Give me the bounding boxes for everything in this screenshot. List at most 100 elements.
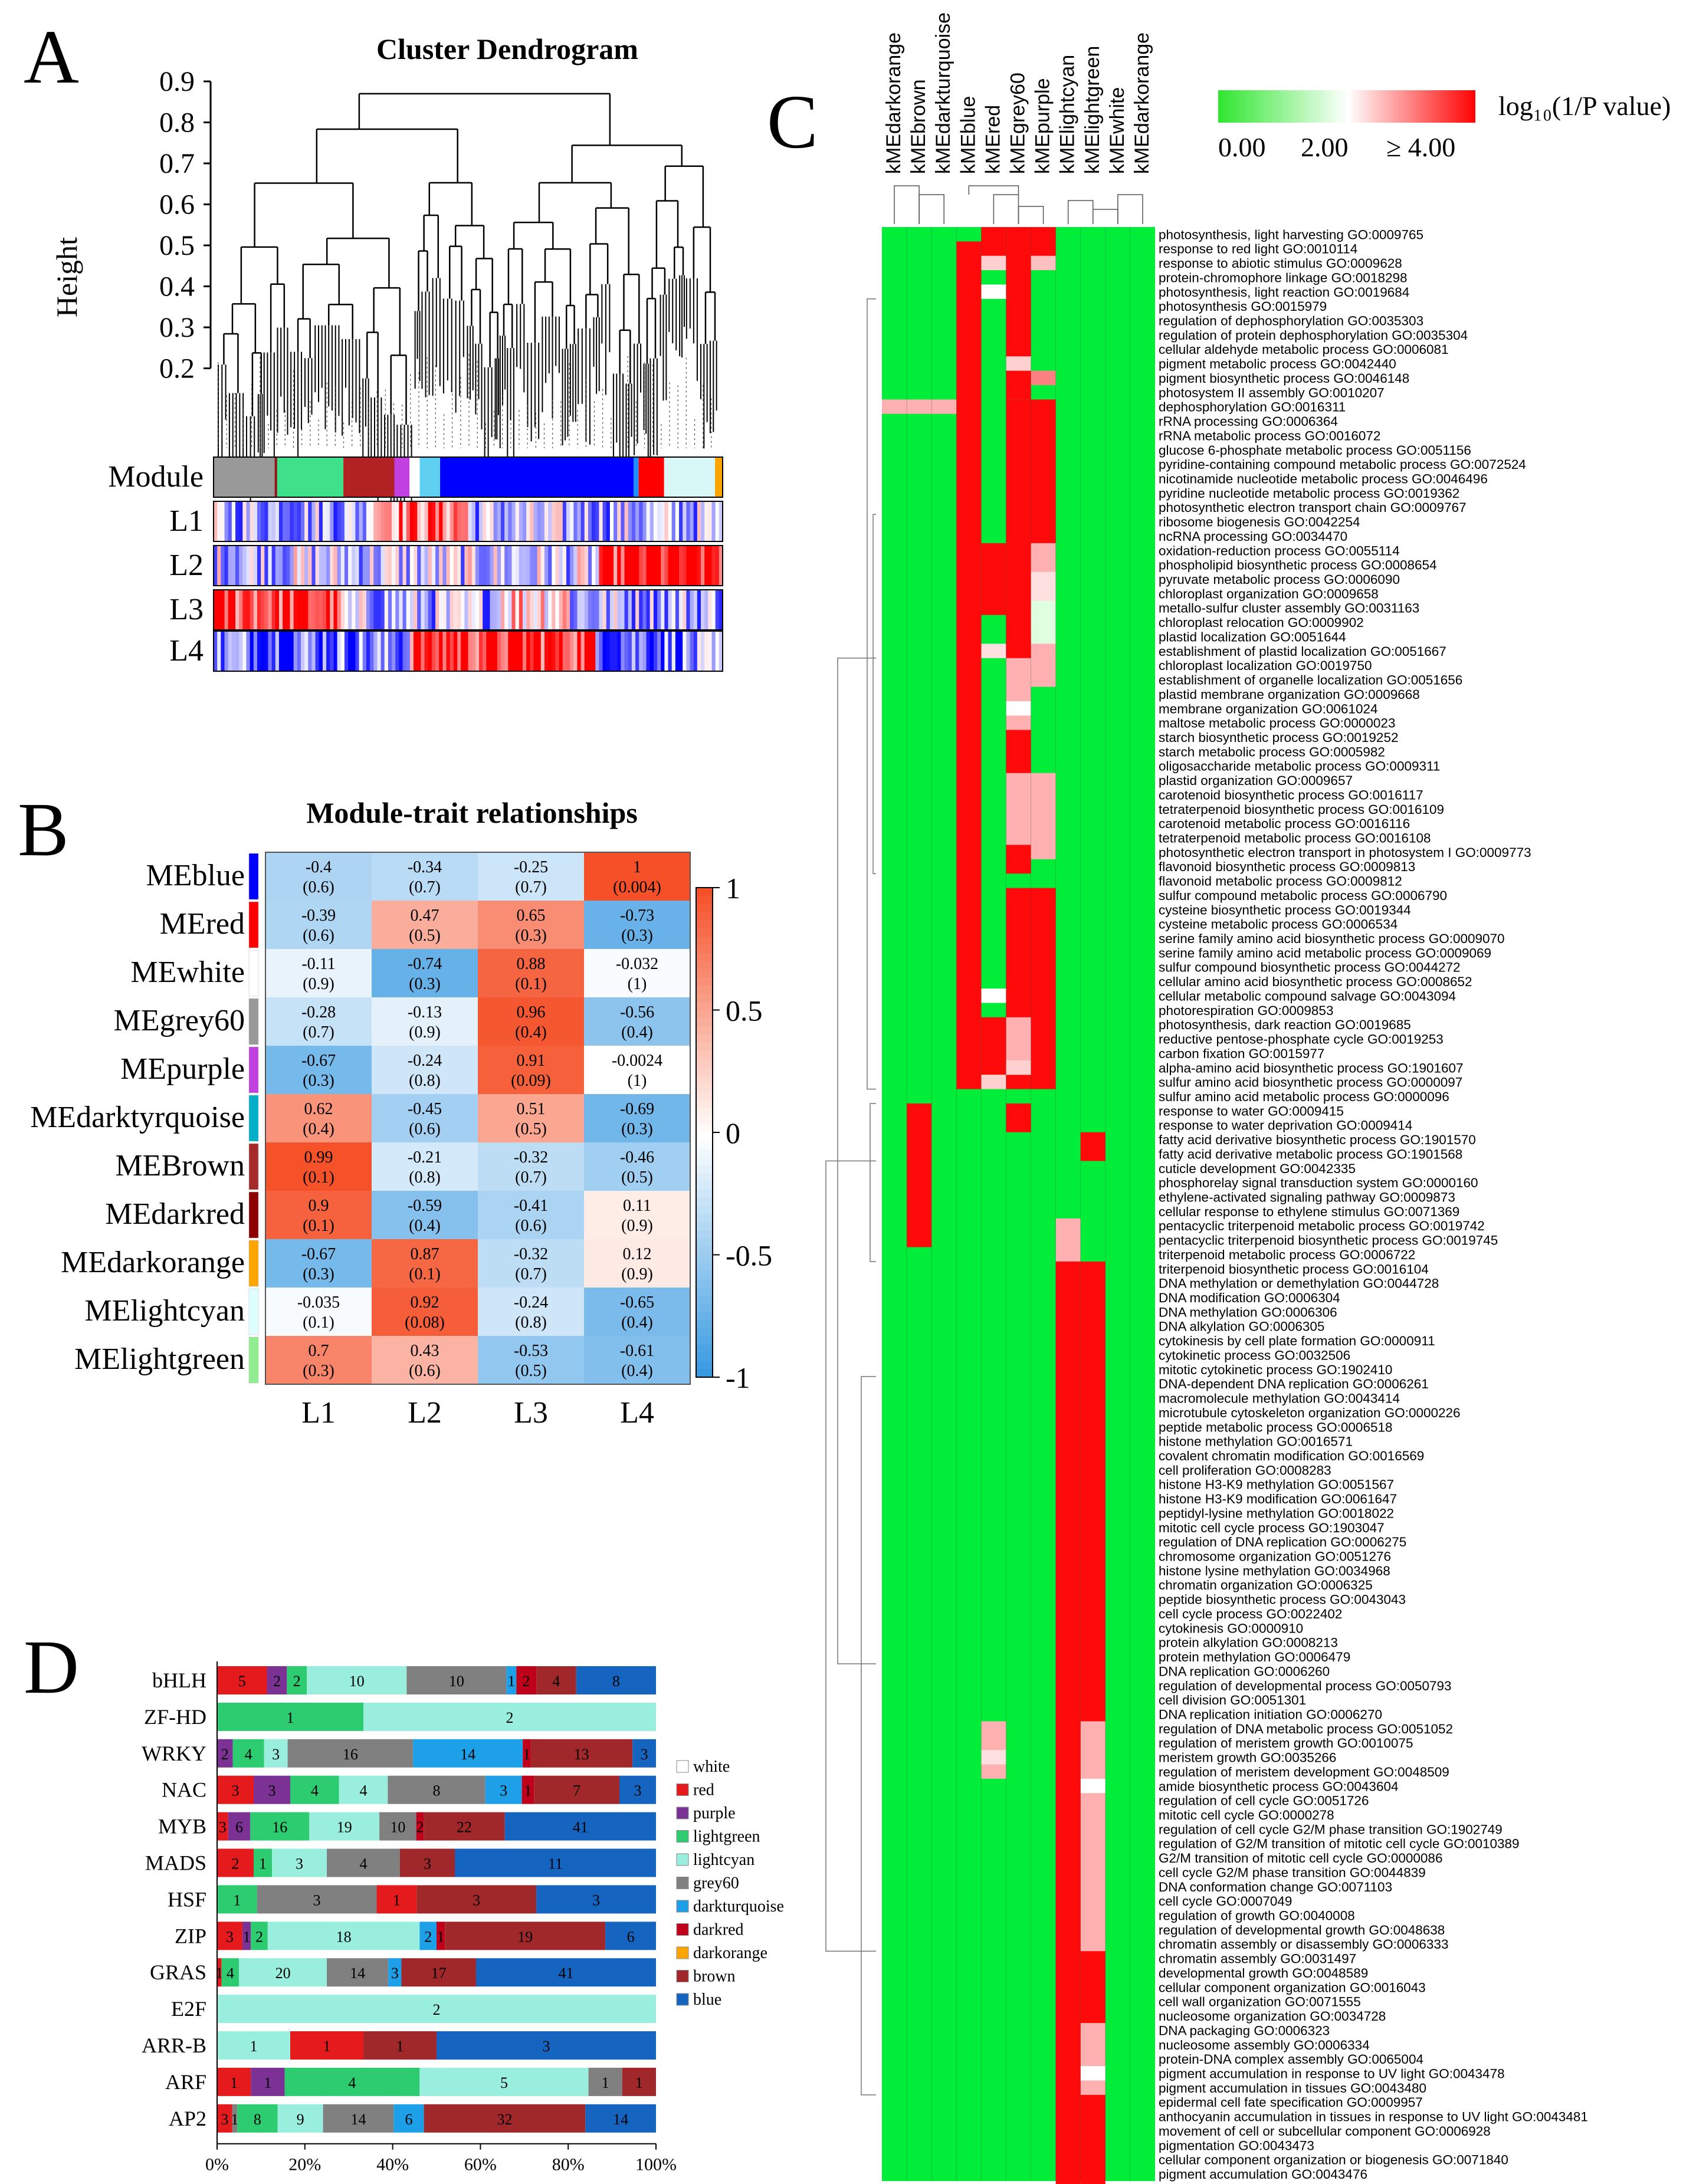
trait-track-cell xyxy=(435,546,439,586)
colorbar-step xyxy=(696,912,713,921)
bar-segment-label: 7 xyxy=(573,1782,580,1799)
trait-track-cell xyxy=(664,631,669,671)
module-row-label: MEdarkred xyxy=(105,1197,245,1231)
bar-segment xyxy=(217,1848,254,1877)
trait-track-cell xyxy=(570,631,574,671)
go-term-label: nucleosome organization GO:0034728 xyxy=(1159,2009,1386,2024)
trait-track-cell xyxy=(399,590,404,630)
colorbar-step xyxy=(696,1140,713,1150)
trait-track-cell xyxy=(278,590,283,630)
trait-track-cell xyxy=(286,631,291,671)
go-term-label: DNA packaging GO:0006323 xyxy=(1159,2023,1330,2038)
trait-track-cell xyxy=(446,501,451,541)
go-term-label: photosynthesis, light reaction GO:001968… xyxy=(1159,285,1409,300)
module-color-block xyxy=(277,457,344,497)
colorbar-step xyxy=(696,1091,713,1101)
trait-track-cell xyxy=(442,631,447,671)
trait-track-cell xyxy=(290,590,294,630)
bar-segment xyxy=(516,1666,537,1694)
trait-track-cell xyxy=(348,590,352,630)
legend-gradient-step xyxy=(1324,90,1328,123)
trait-track-cell xyxy=(388,501,392,541)
go-term-label: cell cycle GO:0007049 xyxy=(1159,1894,1292,1909)
trait-track-cell xyxy=(686,546,691,586)
trait-track-cell xyxy=(450,546,454,586)
trait-track-cell xyxy=(468,590,473,630)
trait-track-cell xyxy=(421,631,425,671)
cell-pvalue: (0.5) xyxy=(515,1120,547,1138)
trait-track-cell xyxy=(704,501,708,541)
trait-track-cell xyxy=(402,631,407,671)
trait-track-cell xyxy=(409,631,414,671)
bar-segment-label: 3 xyxy=(232,1782,240,1799)
legend-gradient-step xyxy=(1449,90,1453,123)
trait-track-cell xyxy=(642,546,647,586)
trait-track-cell xyxy=(417,631,421,671)
trait-track-cell xyxy=(439,631,443,671)
trait-track-cell xyxy=(614,631,618,671)
trait-track-cell xyxy=(414,631,418,671)
row-dendrogram-branch xyxy=(861,1376,876,2096)
go-term-label: G2/M transition of mitotic cell cycle GO… xyxy=(1159,1851,1442,1866)
colorbar-step xyxy=(696,1018,713,1027)
bar-segment-label: 1 xyxy=(264,2074,271,2091)
x-tick-label: 40% xyxy=(376,2155,409,2175)
trait-track-cell xyxy=(471,546,476,586)
trait-track-cell xyxy=(646,546,651,586)
go-term-label: DNA modification GO:0006304 xyxy=(1159,1290,1340,1305)
trait-track-cell xyxy=(330,501,334,541)
trait-column-label: L3 xyxy=(514,1396,548,1430)
trait-track-cell xyxy=(490,501,494,541)
trait-track-cell xyxy=(228,631,232,671)
go-term-label: chloroplast organization GO:0009658 xyxy=(1159,586,1379,601)
trait-track-cell xyxy=(319,546,323,586)
bar-segment xyxy=(506,1666,517,1694)
colorbar-step xyxy=(696,1010,713,1019)
heatmap-cell xyxy=(372,1142,478,1191)
cell-pvalue: (0.3) xyxy=(303,1362,334,1380)
trait-track-cell xyxy=(544,631,549,671)
bar-segment xyxy=(619,1775,656,1804)
trait-column-label: L1 xyxy=(301,1396,336,1430)
trait-track-cell xyxy=(308,590,313,630)
legend-title: log₁₀(1/P value) xyxy=(1498,91,1671,121)
panel-b: B Module-trait relationships MEblue -0.4 (… xyxy=(18,787,772,1430)
cell-correlation: -0.34 xyxy=(408,858,442,876)
legend-gradient-step xyxy=(1388,90,1392,123)
trait-track-cell xyxy=(253,631,258,671)
go-term-label: maltose metabolic process GO:0000023 xyxy=(1159,716,1395,731)
legend-gradient-step xyxy=(1346,90,1350,123)
trait-track-cell xyxy=(214,631,218,671)
go-term-label: membrane organization GO:0061024 xyxy=(1159,701,1377,716)
trait-track-cell xyxy=(584,501,589,541)
trait-track-cell xyxy=(475,631,480,671)
trait-track-cell xyxy=(697,590,701,630)
family-label: HSF xyxy=(168,1887,206,1911)
trait-track-cell xyxy=(330,631,334,671)
go-term-label: cysteine metabolic process GO:0006534 xyxy=(1159,917,1398,932)
trait-track-cell xyxy=(250,631,254,671)
legend-gradient-step xyxy=(1439,90,1444,123)
trait-track-cell xyxy=(221,546,225,586)
cell-correlation: -0.74 xyxy=(408,955,442,973)
bar-segment-label: 1 xyxy=(230,2074,238,2091)
trait-track-cell xyxy=(315,546,320,586)
trait-track-cell xyxy=(570,590,574,630)
trait-track-cell xyxy=(624,590,629,630)
legend-gradient-step xyxy=(1385,90,1389,123)
dendrogram-tree xyxy=(218,93,717,538)
cell-pvalue: (0.4) xyxy=(409,1217,441,1235)
bar-segment xyxy=(327,1958,389,1987)
trait-track-cell xyxy=(661,590,665,630)
trait-track-cell xyxy=(537,501,542,541)
trait-track-cell xyxy=(221,590,225,630)
trait-track-cell xyxy=(719,590,723,630)
trait-track-cell xyxy=(326,501,330,541)
bar-segment-label: 2 xyxy=(255,1928,263,1945)
bar-segment xyxy=(363,2031,437,2060)
go-term-label: chloroplast relocation GO:0009902 xyxy=(1159,615,1364,630)
legend-swatch xyxy=(676,1807,689,1820)
trait-track-cell xyxy=(631,590,636,630)
trait-track-cell xyxy=(508,590,513,630)
